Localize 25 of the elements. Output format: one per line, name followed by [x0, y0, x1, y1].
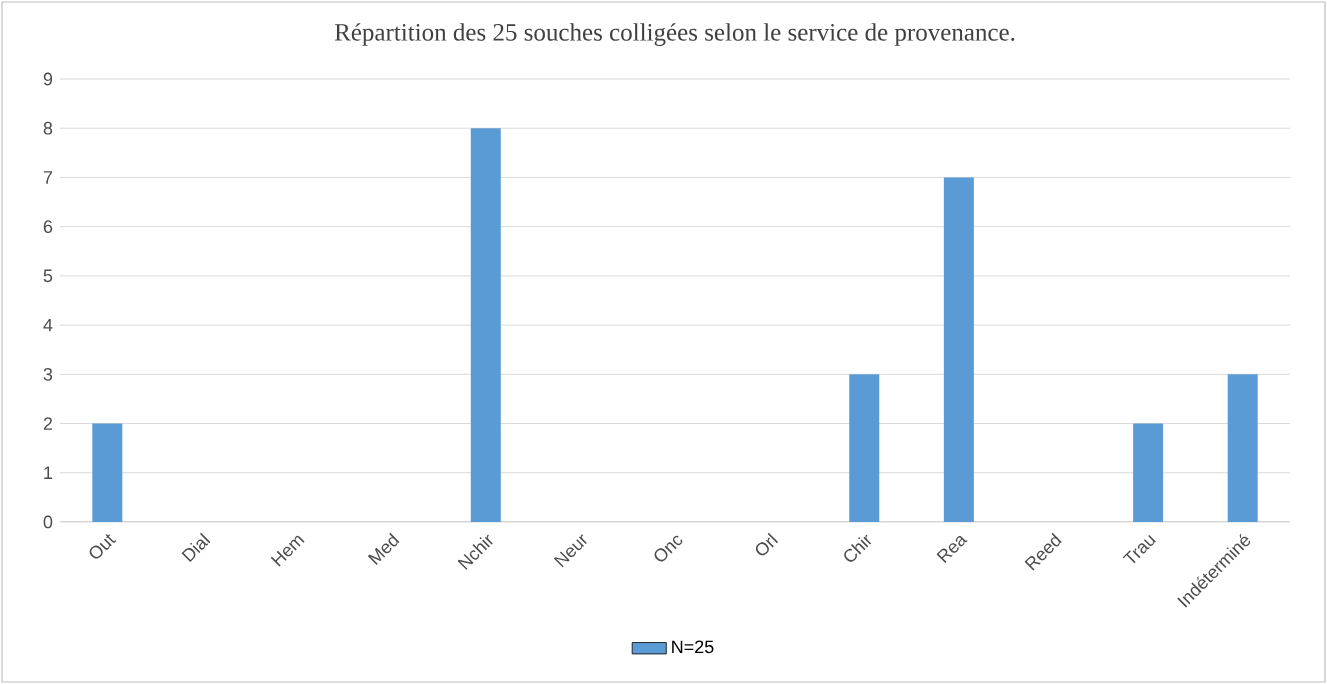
y-tick-label: 3 — [43, 367, 53, 381]
y-tick-label: 8 — [43, 121, 53, 135]
x-tick-label: Trau — [1122, 534, 1156, 564]
x-tick-label: Chir — [844, 534, 872, 562]
x-tick-label: Dial — [181, 532, 211, 563]
bar — [92, 423, 123, 522]
chart-title: Répartition des 25 souches colligées selon le service de provenance. — [334, 23, 1015, 46]
legend-label: N=25 — [672, 640, 714, 654]
y-tick-label: 9 — [43, 72, 53, 86]
x-tick-label: Orl — [755, 532, 778, 556]
bar — [1227, 374, 1258, 522]
x-tick-label: Out — [89, 534, 117, 559]
y-tick-label: 7 — [43, 171, 53, 184]
bar — [943, 177, 974, 522]
y-tick-label: 0 — [43, 515, 53, 529]
y-tick-label: 1 — [44, 466, 53, 479]
y-tick-label: 5 — [43, 269, 53, 283]
x-tick-label: Onc — [654, 535, 683, 562]
y-tick-label: 4 — [43, 318, 53, 332]
y-tick-label: 6 — [43, 220, 53, 234]
bar — [849, 374, 880, 522]
y-tick-label: 2 — [43, 417, 53, 430]
bar — [470, 128, 501, 522]
bar — [1133, 423, 1164, 522]
x-tick-label: Rea — [936, 536, 968, 564]
